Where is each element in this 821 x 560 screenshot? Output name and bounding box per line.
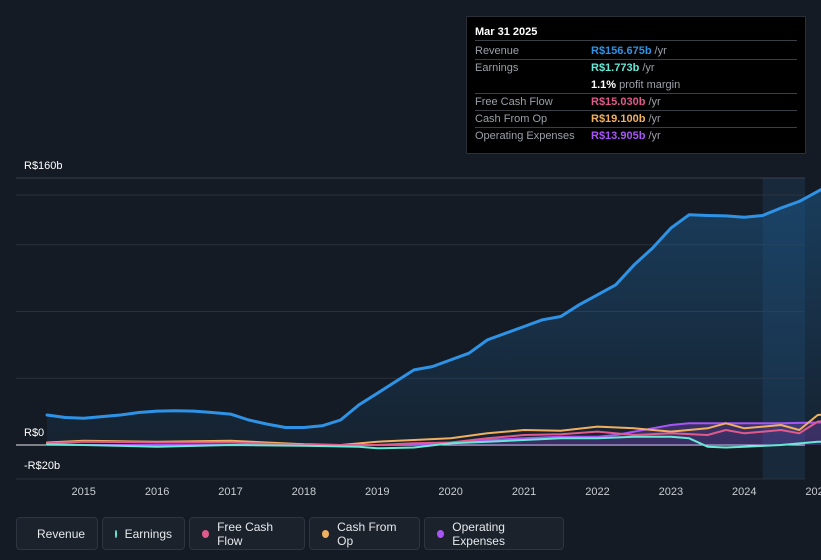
tooltip-unit: /yr bbox=[648, 96, 661, 108]
tooltip-label: Revenue bbox=[475, 45, 520, 57]
series-area-operating-expenses bbox=[47, 422, 821, 445]
data-tooltip: Mar 31 2025 Revenue R$156.675b /yr Earni… bbox=[466, 16, 806, 154]
tooltip-value: R$15.030b bbox=[591, 96, 646, 108]
x-tick-label: 2022 bbox=[585, 486, 609, 498]
tooltip-row-operating-expenses: Operating Expenses R$13.905b /yr bbox=[475, 128, 797, 145]
legend-label: Revenue bbox=[37, 526, 86, 541]
tooltip-label: Operating Expenses bbox=[475, 130, 575, 142]
x-tick-label: 2016 bbox=[145, 486, 169, 498]
x-tick-label: 2017 bbox=[218, 486, 242, 498]
tooltip-row-revenue: Revenue R$156.675b /yr bbox=[475, 43, 797, 60]
tooltip-value: R$1.773b bbox=[591, 62, 640, 74]
legend-dot-icon bbox=[202, 529, 210, 538]
y-axis-zero-label: R$0 bbox=[24, 427, 45, 439]
tooltip-value: R$156.675b bbox=[591, 45, 652, 57]
legend-item-free-cash-flow[interactable]: Free Cash Flow bbox=[189, 517, 305, 550]
tooltip-unit: profit margin bbox=[619, 79, 681, 91]
x-tick-label: 2024 bbox=[732, 486, 756, 498]
x-tick-label: 2020 bbox=[438, 486, 462, 498]
legend-label: Free Cash Flow bbox=[217, 519, 274, 548]
tooltip-row-cash-from-op: Cash From Op R$19.100b /yr bbox=[475, 111, 797, 128]
y-axis-bottom-label: -R$20b bbox=[24, 460, 61, 472]
tooltip-unit: /yr bbox=[648, 130, 661, 142]
tooltip-label: Earnings bbox=[475, 62, 519, 74]
legend-label: Operating Expenses bbox=[452, 519, 505, 548]
legend-label: Cash From Op bbox=[337, 519, 397, 548]
x-tick-label: 2023 bbox=[659, 486, 683, 498]
tooltip-row-profit-margin: 1.1% profit margin bbox=[475, 77, 797, 94]
tooltip-row-free-cash-flow: Free Cash Flow R$15.030b /yr bbox=[475, 94, 797, 111]
tooltip-row-earnings: Earnings R$1.773b /yr bbox=[475, 60, 797, 77]
y-axis-top-label: R$160b bbox=[24, 160, 63, 172]
x-tick-label: 2019 bbox=[365, 486, 389, 498]
series-line-cash-from-op bbox=[46, 413, 821, 446]
tooltip-unit: /yr bbox=[642, 62, 655, 74]
legend-item-revenue[interactable]: Revenue bbox=[16, 517, 98, 550]
tooltip-value: R$13.905b bbox=[591, 130, 646, 142]
legend-dot-icon bbox=[322, 529, 330, 538]
x-tick-label: 2025 bbox=[805, 486, 821, 498]
series-line-revenue bbox=[45, 187, 821, 429]
tooltip-date: Mar 31 2025 bbox=[475, 25, 797, 41]
tooltip-label bbox=[475, 77, 591, 93]
tooltip-value: R$19.100b bbox=[591, 113, 646, 125]
tooltip-unit: /yr bbox=[654, 45, 667, 57]
x-tick-label: 2015 bbox=[71, 486, 95, 498]
tooltip-value: 1.1% bbox=[591, 79, 617, 91]
legend-dot-icon bbox=[115, 529, 117, 538]
series-line-earnings bbox=[46, 435, 821, 450]
tooltip-label: Cash From Op bbox=[475, 113, 548, 125]
legend-label: Earnings bbox=[124, 526, 172, 541]
x-tick-label: 2018 bbox=[292, 486, 316, 498]
series-line-free-cash-flow bbox=[46, 420, 821, 446]
tooltip-label: Free Cash Flow bbox=[475, 96, 553, 108]
legend-item-earnings[interactable]: Earnings bbox=[102, 517, 185, 550]
tooltip-unit: /yr bbox=[648, 113, 661, 125]
series-area-revenue bbox=[47, 189, 821, 445]
x-tick-label: 2021 bbox=[512, 486, 536, 498]
legend-item-cash-from-op[interactable]: Cash From Op bbox=[309, 517, 420, 550]
legend-item-operating-expenses[interactable]: Operating Expenses bbox=[424, 517, 564, 550]
legend-dot-icon bbox=[437, 529, 445, 538]
